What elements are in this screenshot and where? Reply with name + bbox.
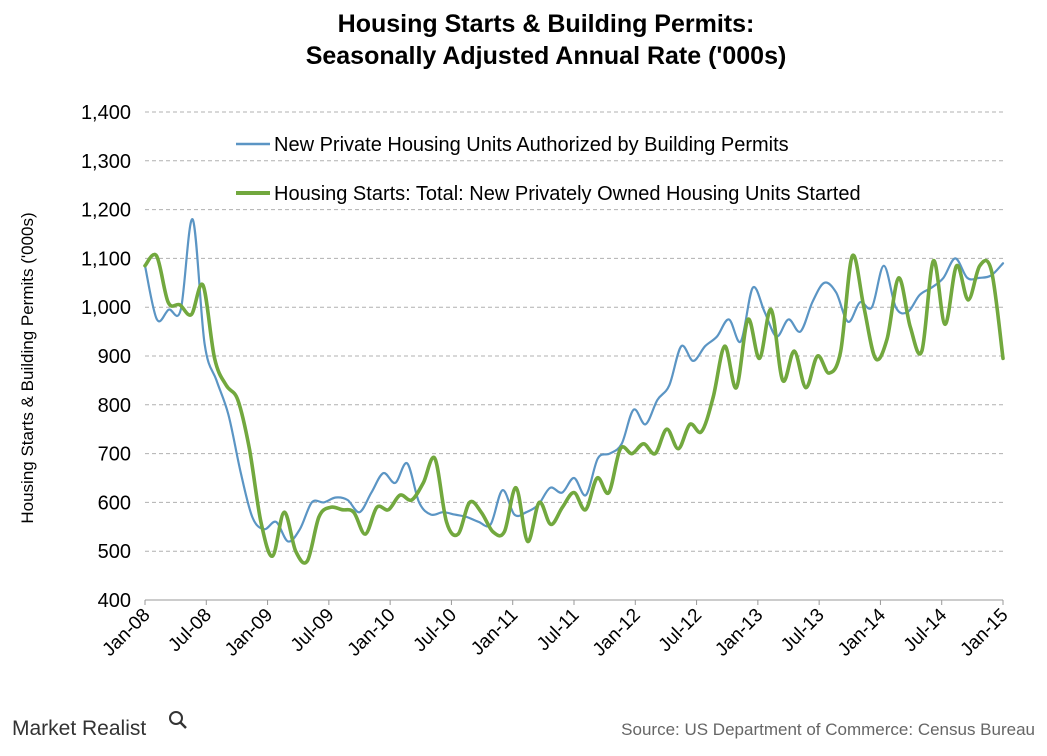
- source-note: Source: US Department of Commerce: Censu…: [621, 720, 1035, 739]
- x-tick-label: Jan-10: [344, 605, 400, 661]
- x-tick-label: Jul-09: [287, 605, 338, 656]
- y-tick-label: 1,400: [81, 102, 131, 124]
- y-tick-label: 400: [98, 590, 131, 612]
- y-tick-label: 800: [98, 395, 131, 417]
- y-tick-label: 1,300: [81, 151, 131, 173]
- x-tick-label: Jan-08: [99, 605, 155, 661]
- y-axis: 400 500 600 700 800 900 1,000 1,100 1,200 1,300 1,…: [81, 102, 131, 612]
- x-tick-label: Jul-12: [655, 605, 706, 656]
- chart-title: Housing Starts & Building Permits:: [338, 10, 755, 38]
- y-tick-label: 900: [98, 346, 131, 368]
- y-tick-label: 700: [98, 444, 131, 466]
- x-tick-label: Jul-14: [900, 604, 952, 656]
- brand-name: Market Realist: [12, 717, 146, 740]
- grid-lines: [145, 111, 1003, 601]
- y-tick-label: 1,000: [81, 297, 131, 319]
- x-tick-label: Jul-11: [533, 605, 583, 655]
- x-tick-label: Jan-14: [834, 604, 890, 660]
- series-line-starts: [143, 252, 1005, 565]
- x-tick-label: Jan-13: [711, 605, 767, 661]
- magnifier-icon: [169, 711, 183, 725]
- y-tick-label: 1,100: [81, 248, 131, 270]
- y-tick-label: 1,200: [81, 200, 131, 222]
- x-tick-label: Jan-11: [467, 605, 522, 660]
- y-tick-label: 600: [98, 492, 131, 514]
- y-axis-label: Housing Starts & Building Permits ('000s…: [18, 212, 37, 523]
- magnifier-handle: [179, 721, 187, 729]
- x-tick-label: Jul-10: [410, 605, 461, 656]
- legend: New Private Housing Units Authorized by …: [236, 134, 861, 205]
- chart-subtitle: Seasonally Adjusted Annual Rate ('000s): [306, 42, 787, 70]
- x-axis: Jan-08 Jul-08 Jan-09 Jul-09 Jan-10 Jul-10 Jan-…: [99, 600, 1013, 661]
- brand-logo: Market Realist: [12, 711, 187, 740]
- x-tick-label: Jul-13: [777, 605, 828, 656]
- x-tick-label: Jan-15: [957, 605, 1013, 661]
- legend-label-permits: New Private Housing Units Authorized by …: [274, 134, 789, 156]
- x-tick-label: Jul-08: [164, 605, 215, 656]
- x-tick-label: Jan-09: [221, 605, 277, 661]
- x-tick-label: Jan-12: [589, 605, 645, 661]
- y-tick-label: 500: [98, 541, 131, 563]
- legend-label-starts: Housing Starts: Total: New Privately Own…: [274, 183, 861, 205]
- series-lines: [143, 218, 1005, 565]
